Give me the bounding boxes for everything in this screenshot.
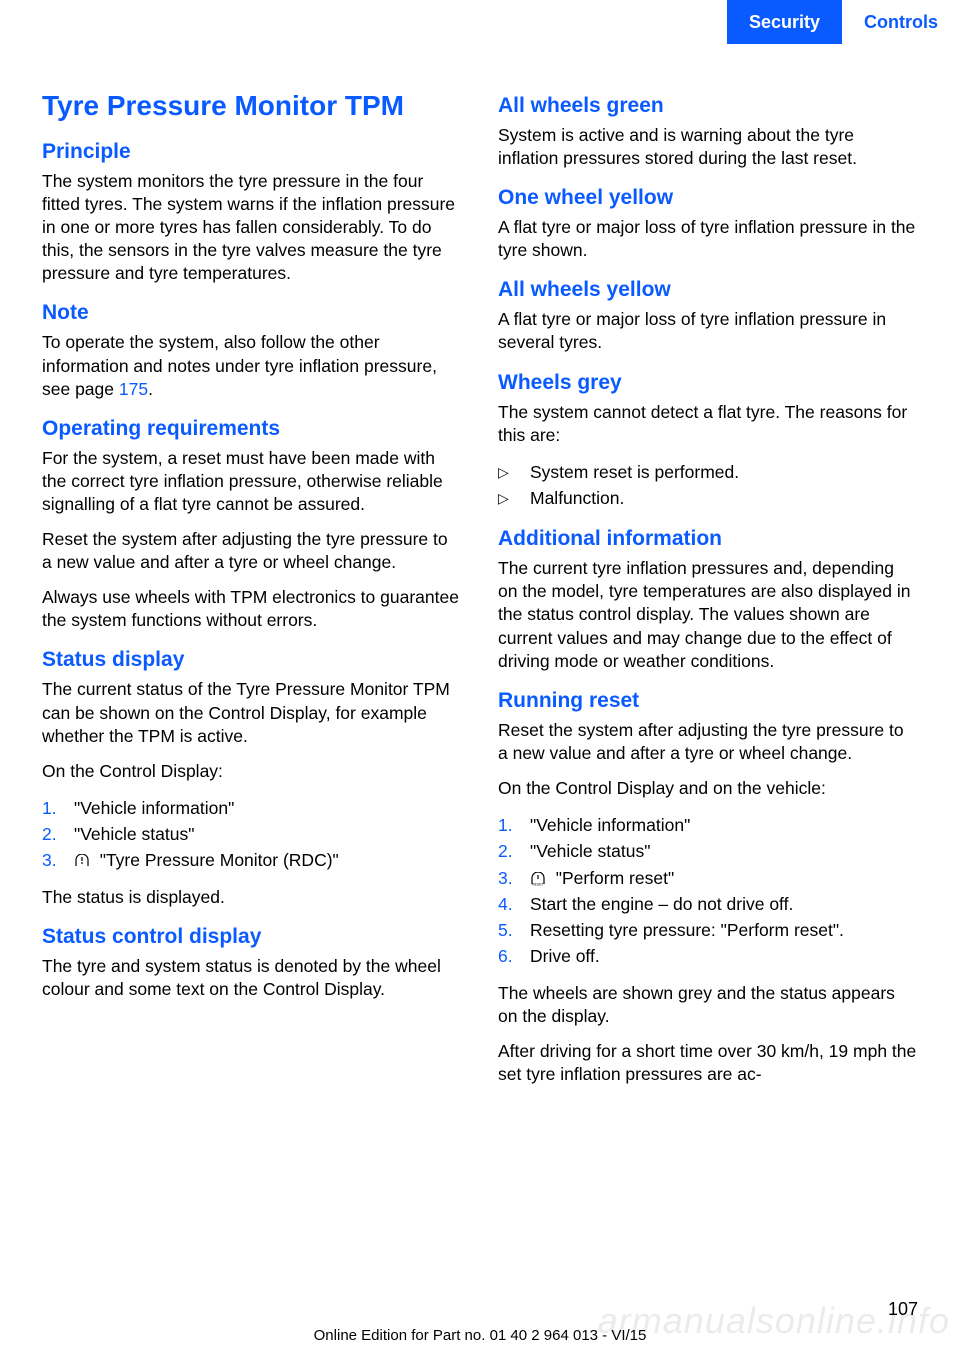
status-steps-list: 1."Vehicle information" 2."Vehicle statu… xyxy=(42,795,462,874)
opreq-p2: Reset the system after adjusting the tyr… xyxy=(42,528,462,574)
list-item: 6.Drive off. xyxy=(498,943,918,969)
header-tabs: Security Controls xyxy=(0,0,960,44)
reset-steps-list: 1."Vehicle information" 2."Vehicle statu… xyxy=(498,812,918,970)
heading-principle: Principle xyxy=(42,140,462,164)
heading-all-wheels-yellow: All wheels yellow xyxy=(498,278,918,302)
page-ref-link[interactable]: 175 xyxy=(119,379,148,399)
reason-label: Malfunction. xyxy=(530,488,624,508)
note-post: . xyxy=(148,379,153,399)
list-item: 1."Vehicle information" xyxy=(42,795,462,821)
page-title: Tyre Pressure Monitor TPM xyxy=(42,90,462,122)
svg-text:RESET: RESET xyxy=(532,882,545,886)
list-item: 1."Vehicle information" xyxy=(498,812,918,838)
text-note: To operate the system, also follow the o… xyxy=(42,331,462,400)
column-left: Tyre Pressure Monitor TPM Principle The … xyxy=(42,90,462,1098)
heading-status-display: Status display xyxy=(42,648,462,672)
heading-operating-requirements: Operating requirements xyxy=(42,417,462,441)
text-additional: The current tyre inflation pressures and… xyxy=(498,557,918,672)
list-item: 2."Vehicle status" xyxy=(498,838,918,864)
step-label: Drive off. xyxy=(530,946,600,966)
step-label: "Perform reset" xyxy=(556,868,674,888)
step-label: "Vehicle information" xyxy=(530,815,690,835)
step-label: "Vehicle information" xyxy=(74,798,234,818)
heading-status-control-display: Status control display xyxy=(42,925,462,949)
status-p3: The status is displayed. xyxy=(42,886,462,909)
text-one-yellow: A flat tyre or major loss of tyre inflat… xyxy=(498,216,918,262)
text-all-yellow: A flat tyre or major loss of tyre inflat… xyxy=(498,308,918,354)
list-item: System reset is performed. xyxy=(498,459,918,485)
column-right: All wheels green System is active and is… xyxy=(498,90,918,1098)
status-p2: On the Control Display: xyxy=(42,760,462,783)
heading-one-wheel-yellow: One wheel yellow xyxy=(498,186,918,210)
text-grey: The system cannot detect a flat tyre. Th… xyxy=(498,401,918,447)
status-p1: The current status of the Tyre Pressure … xyxy=(42,678,462,747)
step-label: "Vehicle status" xyxy=(74,824,194,844)
reset-icon: RESET xyxy=(530,868,551,888)
opreq-p3: Always use wheels with TPM electronics t… xyxy=(42,586,462,632)
text-principle: The system monitors the tyre pressure in… xyxy=(42,170,462,285)
reset-p3: The wheels are shown grey and the status… xyxy=(498,982,918,1028)
step-label: "Tyre Pressure Monitor (RDC)" xyxy=(100,850,339,870)
step-label: Resetting tyre pressure: "Perform reset"… xyxy=(530,920,844,940)
opreq-p1: For the system, a reset must have been m… xyxy=(42,447,462,516)
heading-wheels-grey: Wheels grey xyxy=(498,371,918,395)
list-item: 5.Resetting tyre pressure: "Perform rese… xyxy=(498,917,918,943)
list-item: Malfunction. xyxy=(498,485,918,511)
list-item: 2."Vehicle status" xyxy=(42,821,462,847)
grey-reasons-list: System reset is performed. Malfunction. xyxy=(498,459,918,512)
page-content: Tyre Pressure Monitor TPM Principle The … xyxy=(42,90,918,1098)
heading-additional-information: Additional information xyxy=(498,527,918,551)
status-ctrl-p1: The tyre and system status is denoted by… xyxy=(42,955,462,1001)
heading-running-reset: Running reset xyxy=(498,689,918,713)
tpm-icon xyxy=(74,850,95,870)
reason-label: System reset is performed. xyxy=(530,462,739,482)
page-number: 107 xyxy=(888,1299,918,1320)
text-green: System is active and is warning about th… xyxy=(498,124,918,170)
reset-p2: On the Control Display and on the vehicl… xyxy=(498,777,918,800)
tab-controls: Controls xyxy=(842,0,960,44)
note-pre: To operate the system, also follow the o… xyxy=(42,332,437,398)
list-item: 4.Start the engine – do not drive off. xyxy=(498,891,918,917)
step-label: Start the engine – do not drive off. xyxy=(530,894,793,914)
heading-note: Note xyxy=(42,301,462,325)
page-footer: 107 Online Edition for Part no. 01 40 2 … xyxy=(0,1297,960,1344)
footer-line: Online Edition for Part no. 01 40 2 964 … xyxy=(0,1327,960,1344)
list-item: 3. RESET "Perform reset" xyxy=(498,865,918,891)
step-label: "Vehicle status" xyxy=(530,841,650,861)
list-item: 3. "Tyre Pressure Monitor (RDC)" xyxy=(42,847,462,873)
reset-p4: After driving for a short time over 30 k… xyxy=(498,1040,918,1086)
reset-p1: Reset the system after adjusting the tyr… xyxy=(498,719,918,765)
tab-security: Security xyxy=(727,0,842,44)
heading-all-wheels-green: All wheels green xyxy=(498,94,918,118)
